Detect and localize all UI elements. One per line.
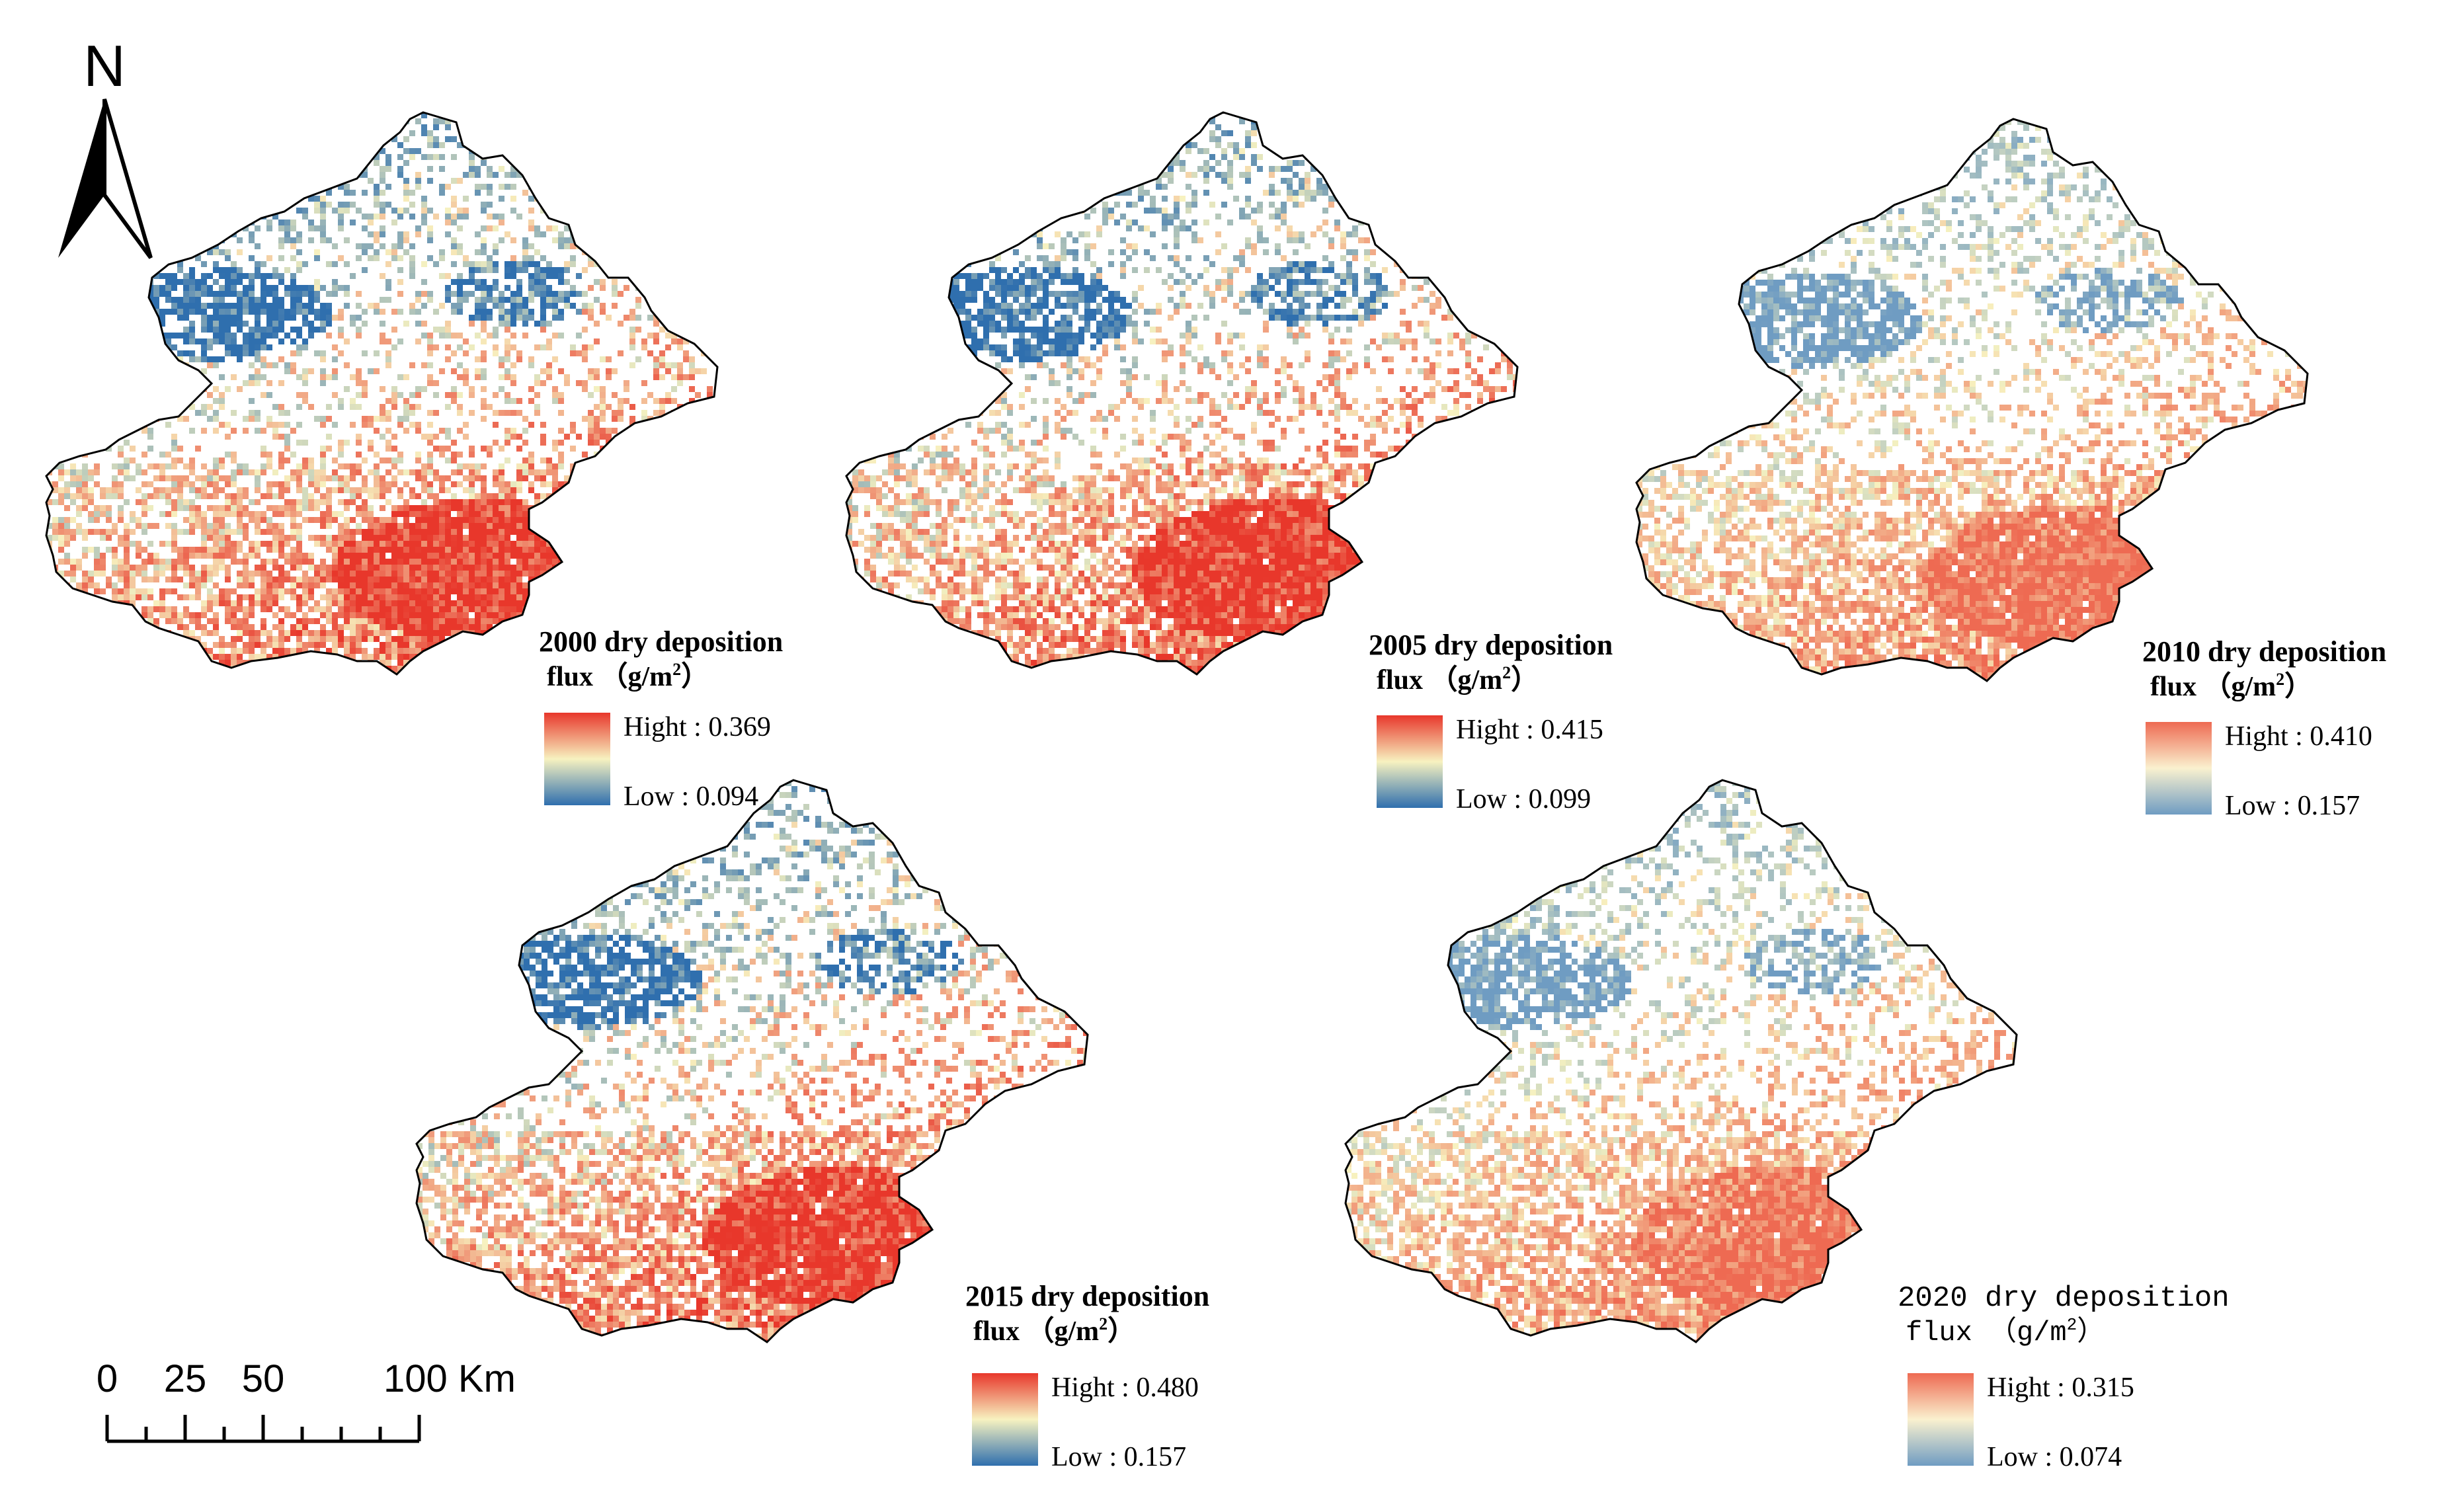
legend-ramp-p2010 [2146,722,2212,815]
legend-unit-p2005: flux （g/m2） [1377,663,1539,696]
legend-high-p2010: Hight : 0.410 [2225,721,2372,752]
legend-high-p2000: Hight : 0.369 [624,712,771,742]
legend-high-p2005: Hight : 0.415 [1456,715,1603,745]
legend-low-p2020: Low : 0.074 [1987,1442,2122,1472]
legend-ramp-p2000 [544,713,610,805]
scale-tick-100: 100 Km [383,1357,516,1400]
legend-title-p2000: 2000 dry deposition [539,625,783,658]
raster-p2020 [1346,780,2017,1342]
north-arrow-right-half [102,99,153,259]
legend-unit-p2010: flux （g/m2） [2150,670,2312,702]
scale-tick-50: 50 [242,1357,285,1400]
scale-tick-25: 25 [164,1357,207,1400]
legend-ramp-p2020 [1908,1373,1974,1466]
legend-title-p2020: 2020 dry deposition [1898,1282,2230,1315]
scale-bar: 0 25 50 100 Km [97,1357,516,1443]
raster-p2005 [846,112,1517,674]
map-p2010 [1635,118,2309,682]
legend-high-p2020: Hight : 0.315 [1987,1373,2134,1403]
raster-p2000 [46,112,717,674]
legend-ramp-p2005 [1377,715,1443,808]
legend-low-p2010: Low : 0.157 [2225,791,2360,821]
north-arrow-left-half [58,99,104,258]
scale-tick-0: 0 [97,1357,118,1400]
legend-title-p2010: 2010 dry deposition [2142,635,2386,668]
legend-low-p2005: Low : 0.099 [1456,784,1591,815]
north-arrow: N [58,33,153,259]
legend-title-p2015: 2015 dry deposition [965,1280,1209,1312]
legend-low-p2000: Low : 0.094 [624,781,758,812]
raster-p2015 [417,780,1088,1342]
legend-unit-p2020: flux （g/m2） [1906,1315,2105,1349]
north-label: N [83,33,126,99]
legend-title-p2005: 2005 dry deposition [1369,629,1613,661]
legend-ramp-p2015 [972,1373,1038,1466]
map-p2005 [845,111,1519,676]
scale-bar-ticks [105,1415,421,1441]
legend-unit-p2000: flux （g/m2） [547,660,709,692]
legend-low-p2015: Low : 0.157 [1051,1442,1186,1472]
map-p2000 [45,111,719,676]
legend-high-p2015: Hight : 0.480 [1051,1373,1199,1403]
legend-unit-p2015: flux （g/m2） [973,1314,1135,1347]
map-p2020 [1344,779,2018,1343]
raster-p2010 [1636,119,2308,681]
map-p2015 [415,779,1089,1343]
